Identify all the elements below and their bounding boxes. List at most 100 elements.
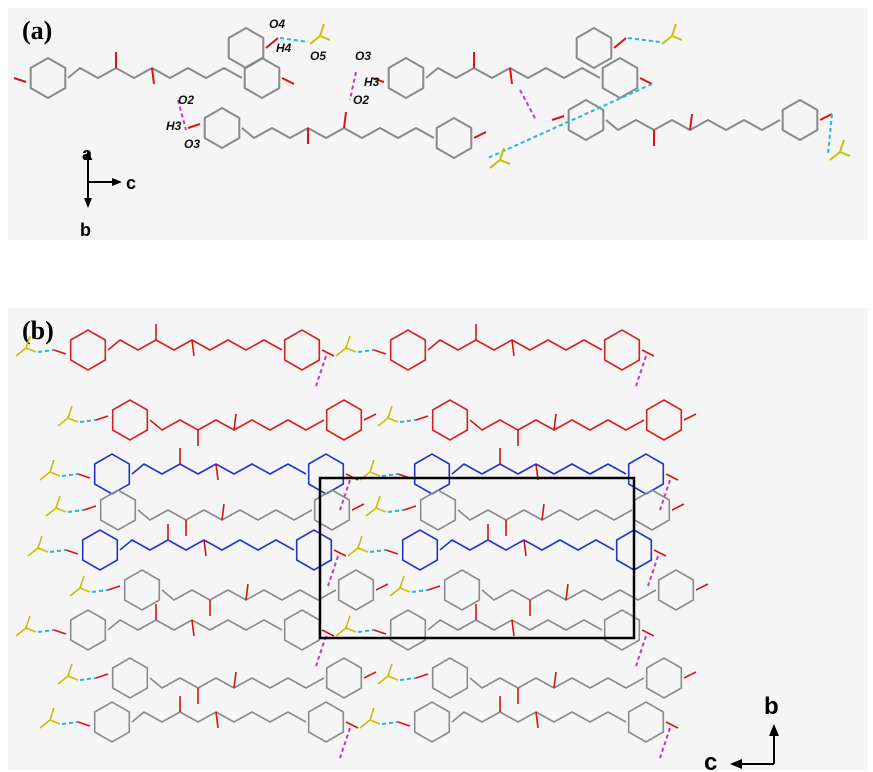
hydroxyl [683, 671, 697, 679]
panel-a-structure: O4 H4 O5 O2 H3 O3 O3 H3 O2 a c b [13, 17, 851, 240]
solvent-molecule [375, 507, 387, 513]
hydroxyl [553, 671, 557, 689]
solvent-molecule [319, 35, 331, 41]
alkyl-chain [457, 509, 633, 521]
hydroxyl [511, 619, 515, 637]
alkyl-chain [67, 67, 243, 79]
hydroxyl [53, 629, 67, 635]
hydrogen-bond [627, 37, 661, 43]
alkyl-chain [439, 539, 615, 551]
alkyl-chain [427, 339, 603, 351]
arrow-up-icon [769, 724, 779, 736]
hydroxyl [245, 583, 249, 601]
solvent-molecule [25, 347, 37, 353]
unit-cell-box [318, 476, 636, 640]
cyclohexyl-ring [431, 657, 469, 699]
cyclohexyl-ring [601, 56, 639, 100]
cyclohexyl-ring [419, 489, 457, 531]
hydroxyl [203, 539, 207, 557]
solvent-molecule [79, 587, 91, 593]
hydrogen-bond [399, 419, 417, 423]
solvent-molecule [671, 35, 683, 41]
hydroxyl [415, 415, 429, 421]
solvent-molecule [387, 675, 399, 681]
hydroxyl [77, 721, 91, 727]
hydrogen-bond [635, 355, 647, 387]
hydrogen-bond [827, 113, 833, 155]
hydrogen-bond [49, 549, 67, 553]
cyclohexyl-ring [627, 701, 665, 743]
hydrogen-bond [357, 629, 375, 633]
hydroxyl [403, 505, 417, 511]
cyclohexyl-ring [603, 329, 641, 371]
hydroxyl [665, 473, 679, 481]
hydroxyl [415, 673, 429, 679]
panel-b-packing: b c [15, 324, 779, 772]
hydroxyl [321, 629, 335, 637]
solvent-molecule [49, 471, 61, 477]
cyclohexyl-ring [781, 98, 819, 142]
cyclohexyl-ring [337, 569, 375, 611]
hydrogen-bond [339, 479, 351, 511]
solvent-molecule [489, 159, 501, 169]
solvent-molecule [57, 675, 69, 685]
hydroxyl [151, 67, 155, 85]
solvent-molecule [839, 151, 851, 157]
solvent-molecule [45, 507, 57, 517]
alkyl-chain [107, 339, 283, 351]
hydroxyl [107, 585, 121, 591]
hydroxyl [671, 503, 685, 511]
hydrogen-bond [659, 479, 671, 511]
hydroxyl [191, 619, 195, 637]
cyclohexyl-ring [657, 569, 695, 611]
cyclohexyl-ring [93, 453, 131, 495]
solvent-molecule [389, 587, 401, 597]
hydroxyl [13, 77, 27, 83]
cyclohexyl-ring [431, 399, 469, 441]
hydroxyl [221, 503, 225, 521]
hydroxyl [689, 113, 693, 131]
hydroxyl [281, 77, 295, 85]
hydroxyl [641, 629, 655, 637]
alkyl-chain [481, 589, 657, 601]
hydroxyl [653, 549, 667, 557]
hydroxyl [187, 123, 201, 129]
hydrogen-bond [61, 473, 79, 477]
solvent-molecule [55, 507, 67, 513]
hydrogen-bond [79, 677, 97, 681]
hydroxyl [321, 349, 335, 357]
hydrogen-bond [399, 677, 417, 681]
hydroxyl [641, 349, 655, 357]
solvent-molecule [15, 347, 27, 357]
cyclohexyl-ring [435, 116, 473, 160]
hydrogen-bond [279, 37, 309, 43]
hydroxyl [639, 77, 653, 85]
cyclohexyl-ring [283, 329, 321, 371]
hydrogen-bond [411, 589, 429, 593]
axis-label-b: b [80, 220, 91, 240]
cyclohexyl-ring [389, 609, 427, 651]
hydroxyl [65, 549, 79, 555]
solvent-molecule [39, 471, 51, 481]
axis-label-c: c [704, 749, 717, 772]
cyclohexyl-ring [123, 569, 161, 611]
arrow-right-icon [112, 178, 122, 186]
cyclohexyl-ring [93, 701, 131, 743]
hydroxyl [385, 549, 399, 555]
cyclohexyl-ring [69, 329, 107, 371]
panel-b: (b) b c [8, 308, 868, 772]
cyclohexyl-ring [243, 56, 281, 100]
hydroxyl [83, 505, 97, 511]
atom-label-o2-b: O2 [353, 93, 369, 107]
cyclohexyl-ring [387, 56, 425, 100]
solvent-molecule [369, 707, 375, 721]
cyclohexyl-ring [69, 609, 107, 651]
hydroxyl [819, 113, 833, 121]
cyclohexyl-ring [307, 701, 345, 743]
solvent-molecule [57, 417, 69, 427]
axis-label-b: b [764, 693, 779, 720]
atom-label-o3-b: O3 [355, 49, 371, 63]
hydrogen-bond [381, 473, 399, 477]
hydroxyl [613, 37, 627, 49]
solvent-molecule [499, 147, 505, 161]
